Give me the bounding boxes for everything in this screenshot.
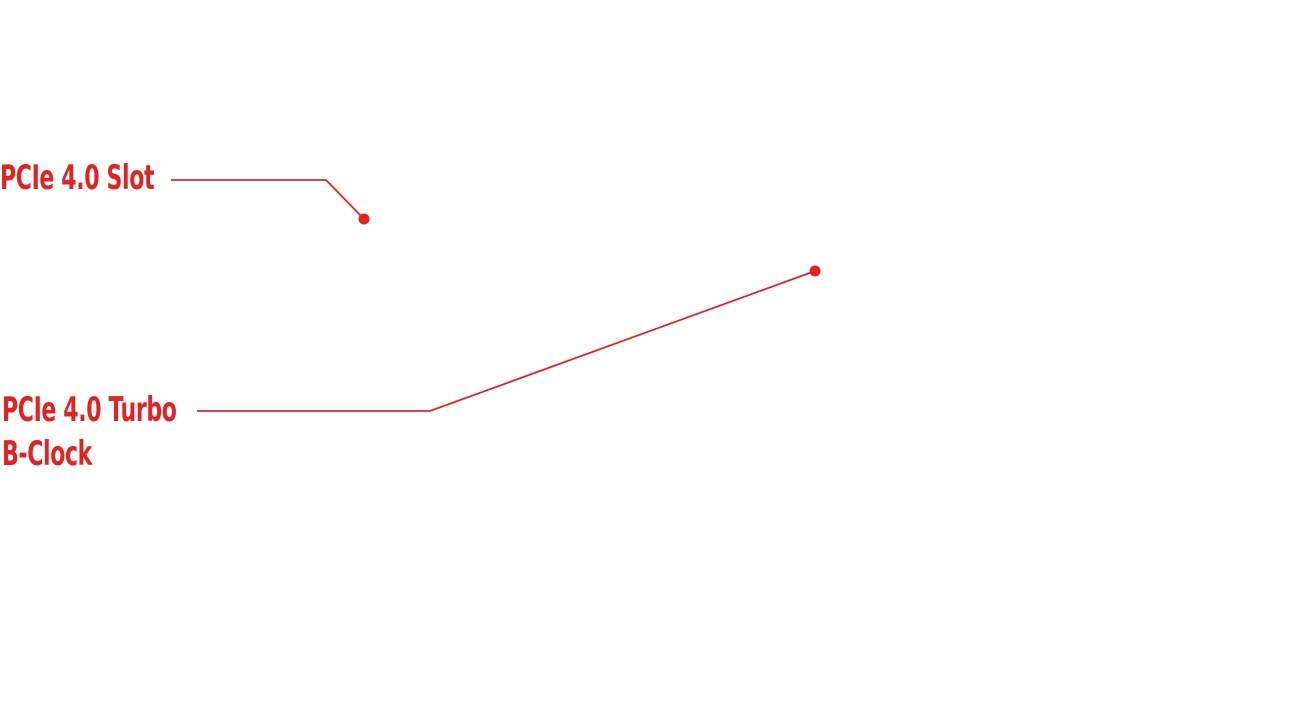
turbo-bclock-label-line-2: B-Clock (2, 434, 92, 474)
turbo-bclock-label: PCIe 4.0 Turbo B-Clock (2, 388, 177, 476)
pcie-slot-label-line-1: PCIe 4.0 Slot (0, 158, 155, 198)
turbo-bclock-anchor-dot (809, 265, 821, 277)
pcie-slot-label: PCIe 4.0 Slot (0, 156, 155, 200)
callout-turbo-bclock-leader (197, 265, 821, 412)
turbo-bclock-leader-line (197, 270, 816, 412)
pcie-slot-leader-line (171, 179, 365, 220)
turbo-bclock-label-line-1: PCIe 4.0 Turbo (2, 390, 177, 430)
pcie-slot-anchor-dot (358, 213, 370, 225)
callout-pcie-slot-leader (171, 179, 370, 225)
